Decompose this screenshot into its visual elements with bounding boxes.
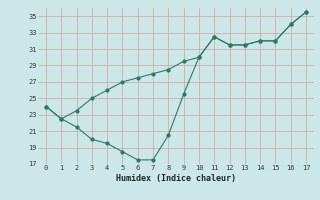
X-axis label: Humidex (Indice chaleur): Humidex (Indice chaleur) [116,174,236,183]
